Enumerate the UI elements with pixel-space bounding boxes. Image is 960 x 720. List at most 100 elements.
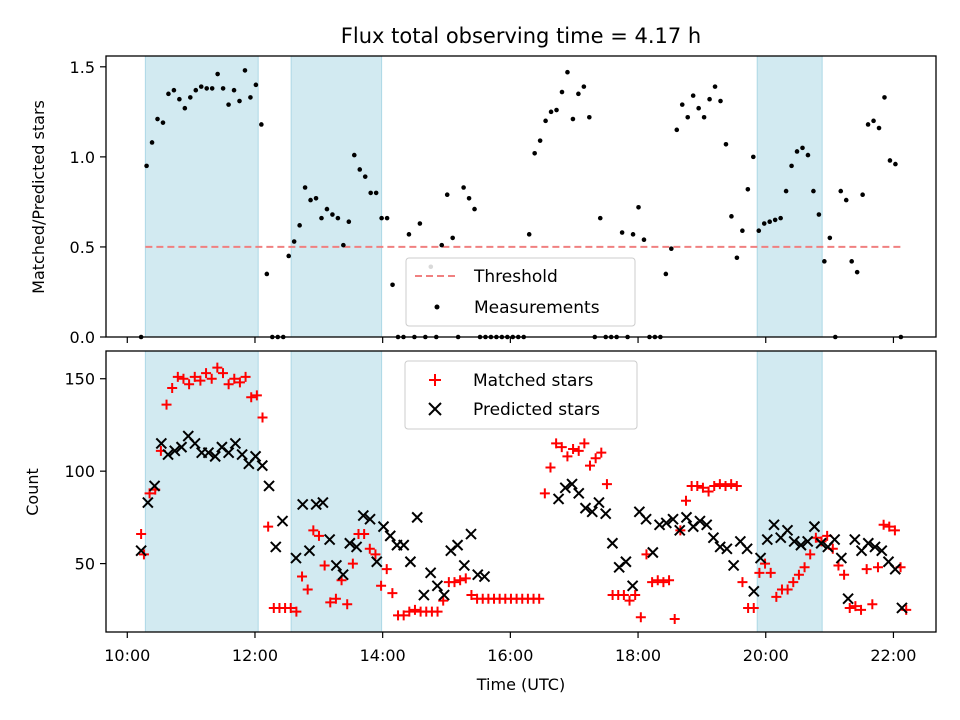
matched-star-point xyxy=(534,593,545,604)
matched-star-point xyxy=(720,480,731,491)
matched-star-point xyxy=(370,549,381,560)
measurement-point xyxy=(291,239,297,244)
predicted-star-point xyxy=(222,446,235,459)
matched-star-point xyxy=(189,371,200,382)
measurement-point xyxy=(532,150,537,156)
matched-star-point xyxy=(161,399,172,410)
matched-star-point xyxy=(195,375,206,386)
bottom-legend: Matched stars Predicted stars xyxy=(404,360,638,430)
matched-star-point xyxy=(342,599,353,610)
matched-star-point xyxy=(799,562,810,573)
measurement-point xyxy=(204,86,210,91)
matched-star-point xyxy=(647,577,658,588)
x-tick-label: 20:00 xyxy=(743,646,789,665)
predicted-stars-points xyxy=(135,430,908,614)
predicted-star-point xyxy=(741,543,753,555)
measurement-point xyxy=(193,87,199,93)
predicted-star-point xyxy=(209,450,221,463)
matched-star-point xyxy=(409,604,420,615)
predicted-star-point xyxy=(889,563,901,575)
matched-star-point xyxy=(596,447,607,458)
measurement-point xyxy=(811,188,816,194)
matched-star-point xyxy=(658,577,669,588)
measurement-point xyxy=(581,84,587,89)
measurement-point xyxy=(231,87,237,93)
predicted-star-point xyxy=(357,509,370,522)
measurement-point xyxy=(756,228,762,234)
measurement-point xyxy=(707,96,712,102)
measurement-point xyxy=(226,102,231,107)
measurement-point xyxy=(302,185,308,190)
measurement-point xyxy=(882,95,887,100)
matched-star-point xyxy=(568,443,579,454)
predicted-star-point xyxy=(674,524,686,537)
predicted-star-point xyxy=(869,541,881,553)
measurement-point xyxy=(734,255,740,261)
measurement-point xyxy=(155,116,160,122)
predicted-star-point xyxy=(586,506,598,518)
measurement-point xyxy=(220,86,226,91)
measurement-point xyxy=(335,215,341,221)
predicted-star-point xyxy=(620,556,632,568)
matched-star-point xyxy=(782,584,793,595)
measurement-point xyxy=(876,125,882,131)
top-y-tick-label: 1.5 xyxy=(70,58,95,77)
measurement-point xyxy=(570,116,576,122)
predicted-star-point xyxy=(276,515,289,527)
x-tick-label: 10:00 xyxy=(104,646,150,665)
measurement-point xyxy=(548,109,554,115)
measurement-point xyxy=(215,71,220,77)
measurement-point xyxy=(729,214,734,219)
measurement-point xyxy=(209,86,215,91)
predicted-star-point xyxy=(566,478,578,490)
matched-star-point xyxy=(466,590,477,601)
measurement-point xyxy=(800,145,805,151)
predicted-star-point xyxy=(148,480,161,492)
predicted-star-point xyxy=(135,544,147,557)
predicted-star-point xyxy=(169,445,181,457)
predicted-star-point xyxy=(647,546,659,559)
matched-star-point xyxy=(206,373,217,384)
matched-star-point xyxy=(229,373,240,384)
matched-star-point xyxy=(624,595,635,606)
predicted-star-point xyxy=(707,532,720,544)
x-tick-label: 12:00 xyxy=(232,646,278,665)
measurement-point xyxy=(242,68,248,73)
measurement-point xyxy=(313,196,319,201)
predicted-star-point xyxy=(438,589,450,601)
measurement-point xyxy=(597,215,603,221)
top-y-tick-label: 0.0 xyxy=(70,328,95,347)
measurement-point xyxy=(663,271,669,277)
measurement-point xyxy=(543,118,548,124)
predicted-star-point xyxy=(431,580,444,592)
top-panel: 0.0 0.5 1.0 1.5 Matched/Predicted stars Thr… xyxy=(29,55,937,347)
predicted-star-point xyxy=(828,533,841,546)
predicted-star-point xyxy=(310,498,322,511)
measurement-point xyxy=(417,221,423,226)
bottom-legend-box xyxy=(404,360,638,430)
x-tick-label: 16:00 xyxy=(487,646,533,665)
matched-star-point xyxy=(664,575,675,586)
predicted-star-point xyxy=(155,437,168,450)
measurement-point xyxy=(368,190,373,196)
predicted-star-point xyxy=(377,520,390,533)
matched-star-point xyxy=(771,591,782,602)
measurement-point xyxy=(357,167,363,172)
predicted-star-point xyxy=(842,593,854,605)
predicted-star-point xyxy=(761,533,773,546)
measurement-point xyxy=(794,149,800,154)
matched-star-point xyxy=(257,412,268,423)
bottom-y-ticks: 50 100 150 xyxy=(64,370,106,574)
predicted-star-point xyxy=(626,580,639,592)
measurement-point xyxy=(554,107,559,113)
matched-star-point xyxy=(359,529,370,540)
predicted-star-point xyxy=(680,511,693,524)
measurement-point xyxy=(849,259,854,264)
matched-star-point xyxy=(601,479,612,490)
measurement-point xyxy=(472,206,477,212)
predicted-star-point xyxy=(876,544,888,557)
predicted-star-point xyxy=(788,535,800,548)
measurement-point xyxy=(198,84,204,89)
predicted-legend-label: Predicted stars xyxy=(473,400,600,420)
